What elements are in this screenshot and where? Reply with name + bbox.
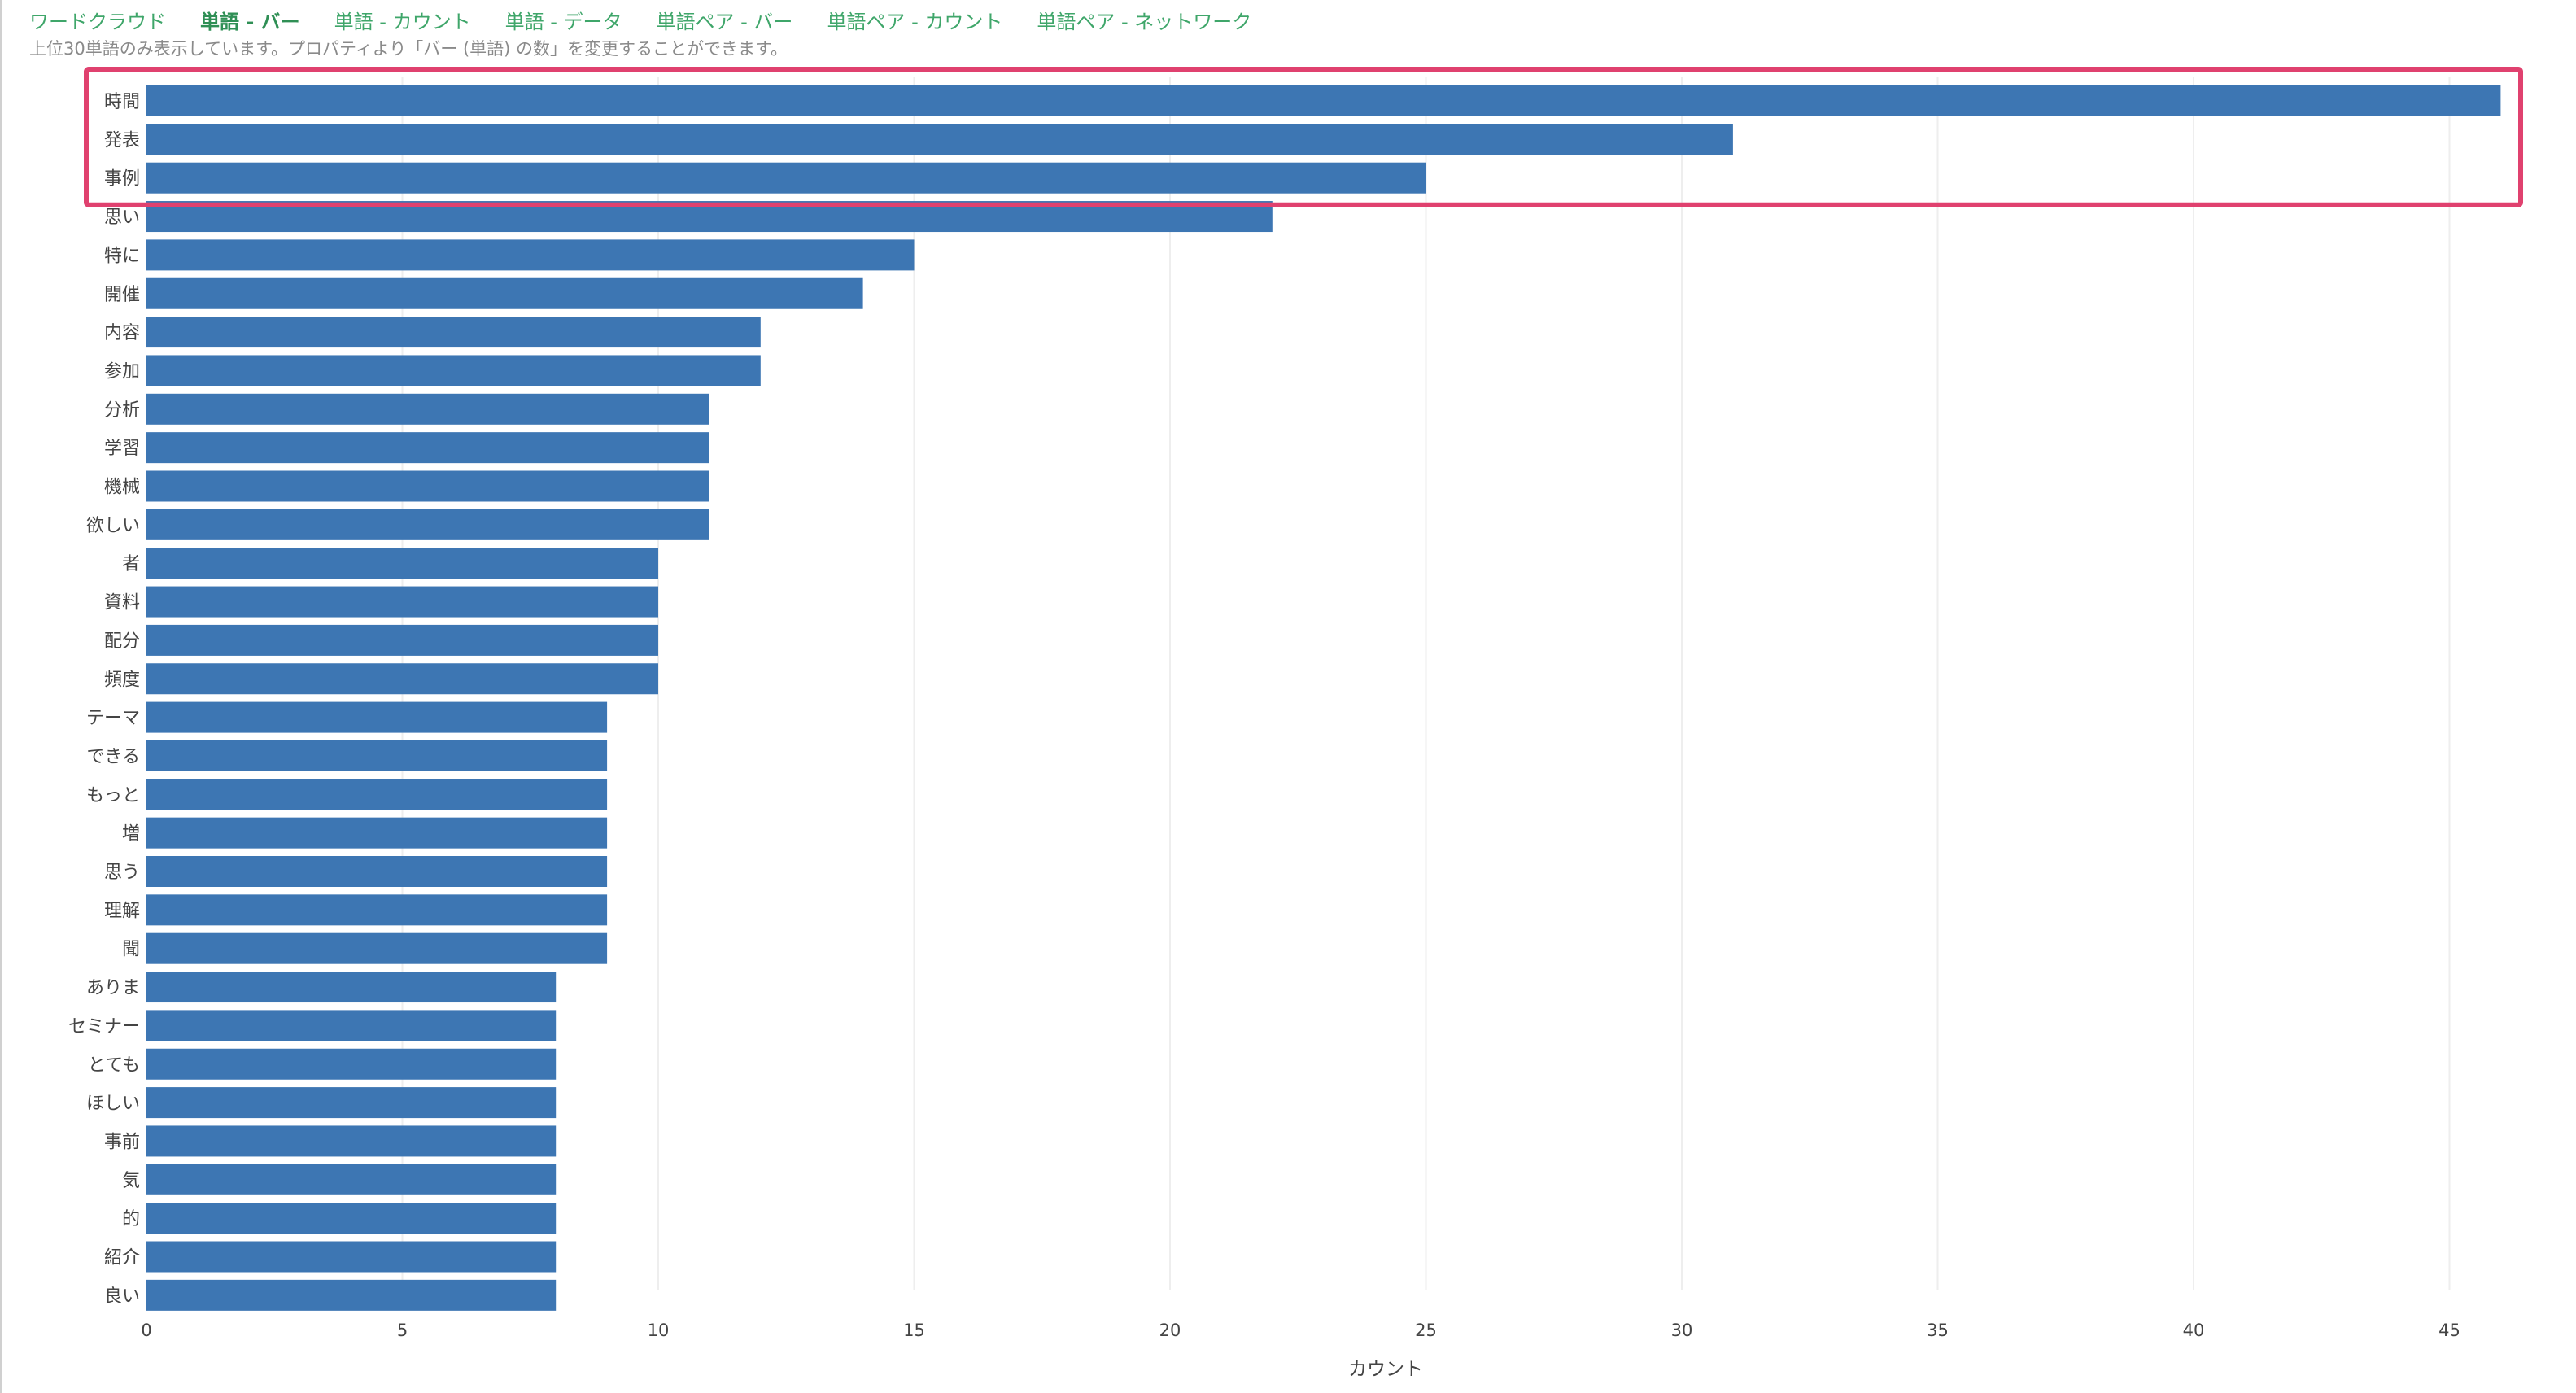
bar[interactable]	[146, 548, 658, 579]
bar[interactable]	[146, 317, 761, 348]
x-tick-label: 25	[1415, 1321, 1437, 1340]
bar[interactable]	[146, 509, 709, 540]
bar[interactable]	[146, 470, 709, 502]
y-category-label: 学習	[104, 439, 140, 459]
y-category-label: ほしい	[86, 1094, 140, 1114]
bar[interactable]	[146, 1164, 557, 1195]
bar[interactable]	[146, 701, 608, 733]
tab-wordpair-network[interactable]: 単語ペア - ネットワーク	[1037, 10, 1252, 33]
y-category-label: もっと	[86, 785, 140, 806]
y-category-label: できる	[86, 747, 140, 767]
y-category-label: 気	[122, 1171, 140, 1191]
bar[interactable]	[146, 1203, 557, 1234]
y-category-label: 資料	[104, 593, 140, 614]
y-category-label: ありま	[86, 978, 140, 998]
y-category-label: 欲しい	[86, 516, 140, 536]
bar[interactable]	[146, 162, 1426, 194]
y-category-label: 分析	[104, 400, 140, 421]
y-category-label: 配分	[104, 631, 140, 652]
y-category-label: 参加	[104, 361, 140, 382]
bar[interactable]	[146, 277, 863, 309]
y-category-label: 特に	[104, 246, 140, 266]
bar[interactable]	[146, 663, 658, 695]
bar-layer	[146, 85, 2501, 1311]
bar[interactable]	[146, 1125, 557, 1157]
tab-word-data[interactable]: 単語 - データ	[504, 10, 622, 33]
left-border	[0, 0, 2, 1393]
y-category-label: 者	[122, 554, 140, 574]
y-category-label: 時間	[104, 92, 140, 112]
y-category-label: 増	[122, 824, 140, 845]
chart-subtitle: 上位30単語のみ表示しています。プロパティより「バー (単語) の数」を変更する…	[29, 39, 788, 59]
y-category-label: 聞	[122, 940, 140, 960]
bar[interactable]	[146, 1048, 557, 1080]
x-tick-label: 5	[397, 1321, 408, 1340]
y-category-label: 良い	[104, 1286, 140, 1307]
bar[interactable]	[146, 586, 658, 618]
x-axis-ticks: 0 5 10 15 20 25 30 35 40 45	[141, 1321, 2460, 1340]
y-category-label: とても	[88, 1055, 140, 1076]
y-category-label: 機械	[104, 478, 140, 498]
tab-word-count[interactable]: 単語 - カウント	[334, 10, 471, 33]
x-tick-label: 45	[2438, 1321, 2460, 1340]
bar[interactable]	[146, 624, 658, 656]
y-axis-labels: 時間発表事例思い特に開催内容参加分析学習機械欲しい者資料配分頻度テーマできるもっ…	[68, 92, 140, 1307]
tab-wordpair-count[interactable]: 単語ペア - カウント	[827, 10, 1003, 33]
x-tick-label: 35	[1927, 1321, 1949, 1340]
bar[interactable]	[146, 124, 1733, 155]
y-category-label: 思い	[104, 207, 140, 228]
bar[interactable]	[146, 432, 709, 464]
bar[interactable]	[146, 239, 915, 271]
x-tick-label: 0	[141, 1321, 151, 1340]
bar[interactable]	[146, 1241, 557, 1273]
y-category-label: 紹介	[104, 1248, 140, 1269]
x-tick-label: 10	[648, 1321, 670, 1340]
x-axis-title: カウント	[1348, 1359, 1423, 1380]
view-tabs: ワードクラウド 単語 - バー 単語 - カウント 単語 - データ 単語ペア …	[29, 5, 1286, 34]
y-category-label: 内容	[104, 323, 140, 343]
bar[interactable]	[146, 932, 608, 964]
bar[interactable]	[146, 740, 608, 771]
bar[interactable]	[146, 779, 608, 810]
bar[interactable]	[146, 972, 557, 1003]
tab-wordpair-bar[interactable]: 単語ペア - バー	[656, 10, 793, 33]
x-tick-label: 40	[2183, 1321, 2205, 1340]
y-category-label: 思う	[104, 862, 140, 883]
y-category-label: 開催	[104, 285, 140, 305]
y-category-label: 理解	[104, 901, 140, 921]
y-category-label: 発表	[104, 130, 140, 151]
bar[interactable]	[146, 393, 709, 425]
bar[interactable]	[146, 817, 608, 849]
highlight-box	[84, 67, 2523, 207]
y-category-label: 的	[122, 1209, 140, 1229]
x-tick-label: 15	[903, 1321, 925, 1340]
y-category-label: 事例	[104, 169, 140, 190]
x-tick-label: 30	[1671, 1321, 1693, 1340]
y-category-label: 頻度	[104, 670, 140, 690]
tab-wordcloud[interactable]: ワードクラウド	[29, 10, 166, 33]
y-category-label: セミナー	[68, 1016, 140, 1037]
y-category-label: 事前	[104, 1132, 140, 1152]
bar[interactable]	[146, 85, 2501, 116]
bar[interactable]	[146, 1087, 557, 1119]
bar[interactable]	[146, 355, 761, 386]
bar[interactable]	[146, 1279, 557, 1311]
tab-word-bar[interactable]: 単語 - バー	[200, 10, 300, 33]
bar[interactable]	[146, 894, 608, 926]
bar[interactable]	[146, 1010, 557, 1041]
x-tick-label: 20	[1159, 1321, 1181, 1340]
y-category-label: テーマ	[86, 709, 140, 729]
bar[interactable]	[146, 856, 608, 887]
